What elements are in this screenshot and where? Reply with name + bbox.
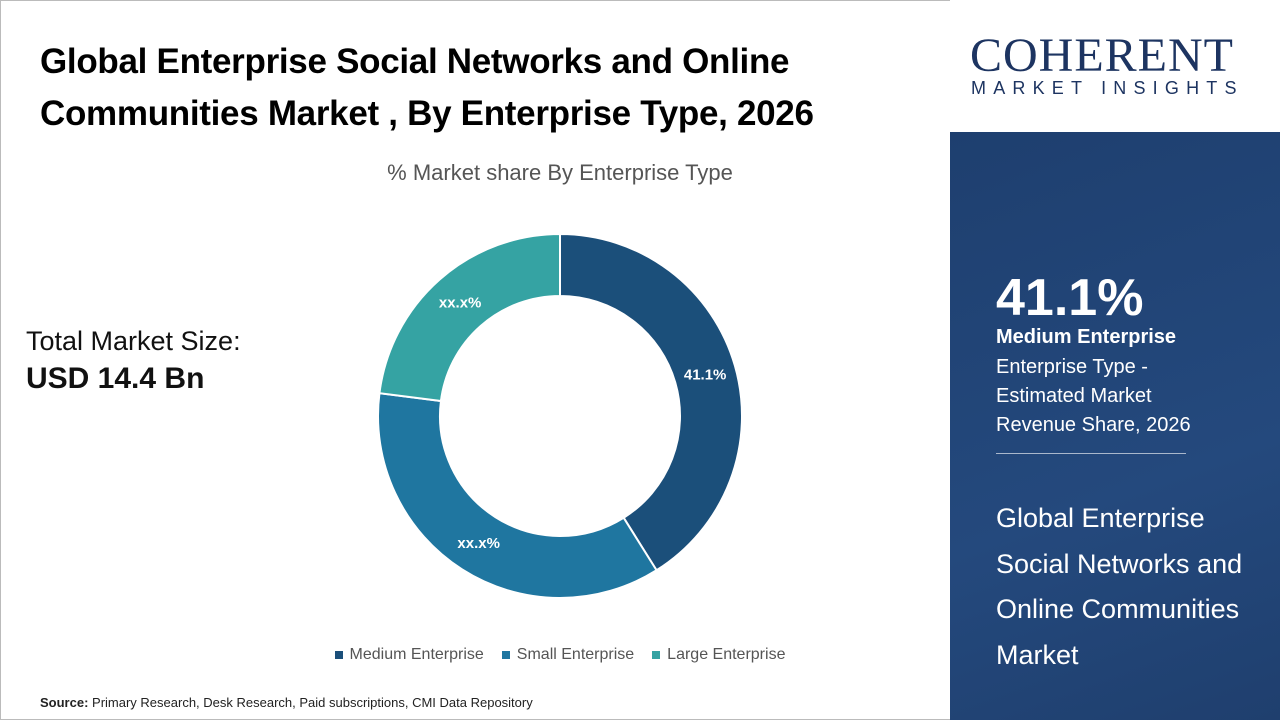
source-text: Primary Research, Desk Research, Paid su… [88, 695, 533, 710]
donut-slice-medium-enterprise [559, 232, 743, 572]
source-note: Source: Primary Research, Desk Research,… [40, 695, 533, 710]
donut-chart: 41.1% xx.x% xx.x% [377, 232, 743, 599]
divider [996, 453, 1186, 454]
donut-slice-large-enterprise [378, 232, 561, 403]
legend-item-large: Large Enterprise [652, 646, 785, 664]
data-label: xx.x% [457, 535, 500, 552]
legend-swatch [652, 651, 661, 659]
highlight-description: Enterprise Type - Estimated Market Reven… [996, 356, 1191, 436]
market-name: Global Enterprise Social Networks and On… [996, 503, 1243, 670]
legend-label: Medium Enterprise [349, 646, 484, 663]
page-title: Global Enterprise Social Networks and On… [40, 42, 814, 133]
legend: Medium Enterprise Small Enterprise Large… [0, 646, 1120, 664]
chart-title: % Market share By Enterprise Type [387, 160, 733, 185]
donut-slice-small-enterprise [377, 392, 658, 599]
logo-tagline: MARKET INSIGHTS [971, 78, 1244, 98]
total-market-label: Total Market Size: [26, 326, 241, 356]
legend-item-small: Small Enterprise [501, 646, 635, 664]
total-market-value: USD 14.4 Bn [26, 362, 205, 395]
highlight-panel: 41.1% Medium Enterprise Enterprise Type … [950, 132, 1280, 720]
highlight-segment: Medium Enterprise [996, 326, 1177, 348]
legend-label: Small Enterprise [516, 646, 635, 663]
source-label: Source: [40, 695, 89, 710]
logo-wordmark: COHERENT [970, 29, 1234, 82]
logo: COHERENT MARKET INSIGHTS [950, 0, 1280, 132]
highlight-percent: 41.1% [996, 269, 1144, 327]
data-label: 41.1% [684, 366, 727, 383]
legend-swatch [334, 651, 343, 659]
legend-item-medium: Medium Enterprise [334, 646, 484, 664]
data-label: xx.x% [439, 295, 482, 312]
legend-label: Large Enterprise [667, 646, 786, 663]
legend-swatch [501, 651, 510, 659]
